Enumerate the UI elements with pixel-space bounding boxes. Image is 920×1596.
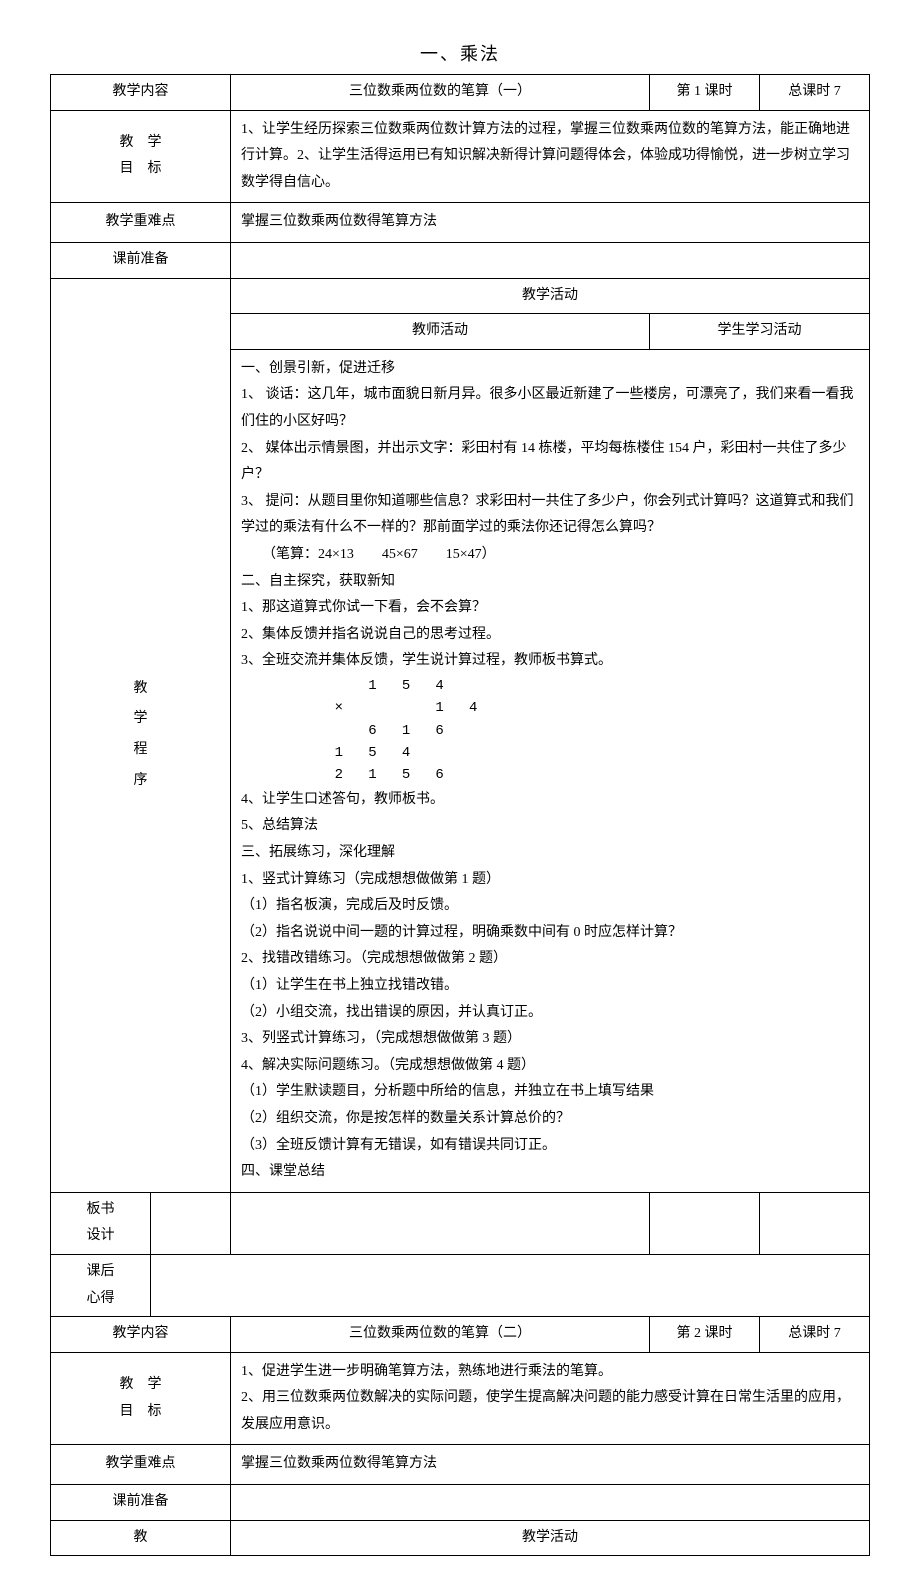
body-part1: 一、创景引新，促进迁移 1、 谈话：这几年，城市面貌日新月异。很多小区最近新建了… (241, 356, 859, 675)
period-2: 第 2 课时 (650, 1317, 760, 1353)
label-goal: 教 学 目 标 (51, 110, 231, 203)
difficulty-text-2: 掌握三位数乘两位数得笔算方法 (231, 1445, 870, 1485)
content-title: 三位数乘两位数的笔算（一） (231, 75, 650, 111)
difficulty-text: 掌握三位数乘两位数得笔算方法 (231, 203, 870, 243)
board-c1 (151, 1192, 231, 1254)
prep-empty (231, 242, 870, 278)
goal-text-2: 1、促进学生进一步明确笔算方法，熟练地进行乘法的笔算。 2、用三位数乘两位数解决… (231, 1352, 870, 1445)
activities-title-2: 教学活动 (231, 1520, 870, 1556)
content-title-2: 三位数乘两位数的笔算（二） (231, 1317, 650, 1353)
label-teach-content-2: 教学内容 (51, 1317, 231, 1353)
label-goal-2: 教 学 目 标 (51, 1352, 231, 1445)
lesson1-table: 教学内容 三位数乘两位数的笔算（一） 第 1 课时 总课时 7 教 学 目 标 … (50, 74, 870, 1556)
label-board: 板书 设计 (51, 1192, 151, 1254)
period: 第 1 课时 (650, 75, 760, 111)
body-part2: 4、让学生口述答句，教师板书。 5、总结算法 三、拓展练习，深化理解 1、竖式计… (241, 787, 859, 1186)
label-after: 课后 心得 (51, 1254, 151, 1316)
board-c3 (650, 1192, 760, 1254)
label-procedure-2: 教 (51, 1520, 231, 1556)
goal-text: 1、让学生经历探索三位数乘两位数计算方法的过程，掌握三位数乘两位数的笔算方法，能… (231, 110, 870, 203)
total-period: 总课时 7 (760, 75, 870, 111)
activities-title: 教学活动 (231, 278, 870, 314)
student-act-label: 学生学习活动 (650, 314, 870, 350)
teacher-act-label: 教师活动 (231, 314, 650, 350)
label-difficulty-2: 教学重难点 (51, 1445, 231, 1485)
label-prep: 课前准备 (51, 242, 231, 278)
page-title: 一、乘法 (50, 40, 870, 66)
board-c2 (231, 1192, 650, 1254)
board-c4 (760, 1192, 870, 1254)
procedure-body: 一、创景引新，促进迁移 1、 谈话：这几年，城市面貌日新月异。很多小区最近新建了… (231, 349, 870, 1192)
label-procedure: 教 学 程 序 (51, 278, 231, 1192)
label-prep-2: 课前准备 (51, 1485, 231, 1521)
prep-empty-2 (231, 1485, 870, 1521)
calculation: 1 5 4 × 1 4 6 1 6 1 5 4 2 1 5 6 (241, 675, 859, 787)
label-teach-content: 教学内容 (51, 75, 231, 111)
total-period-2: 总课时 7 (760, 1317, 870, 1353)
label-difficulty: 教学重难点 (51, 203, 231, 243)
after-empty (151, 1254, 870, 1316)
